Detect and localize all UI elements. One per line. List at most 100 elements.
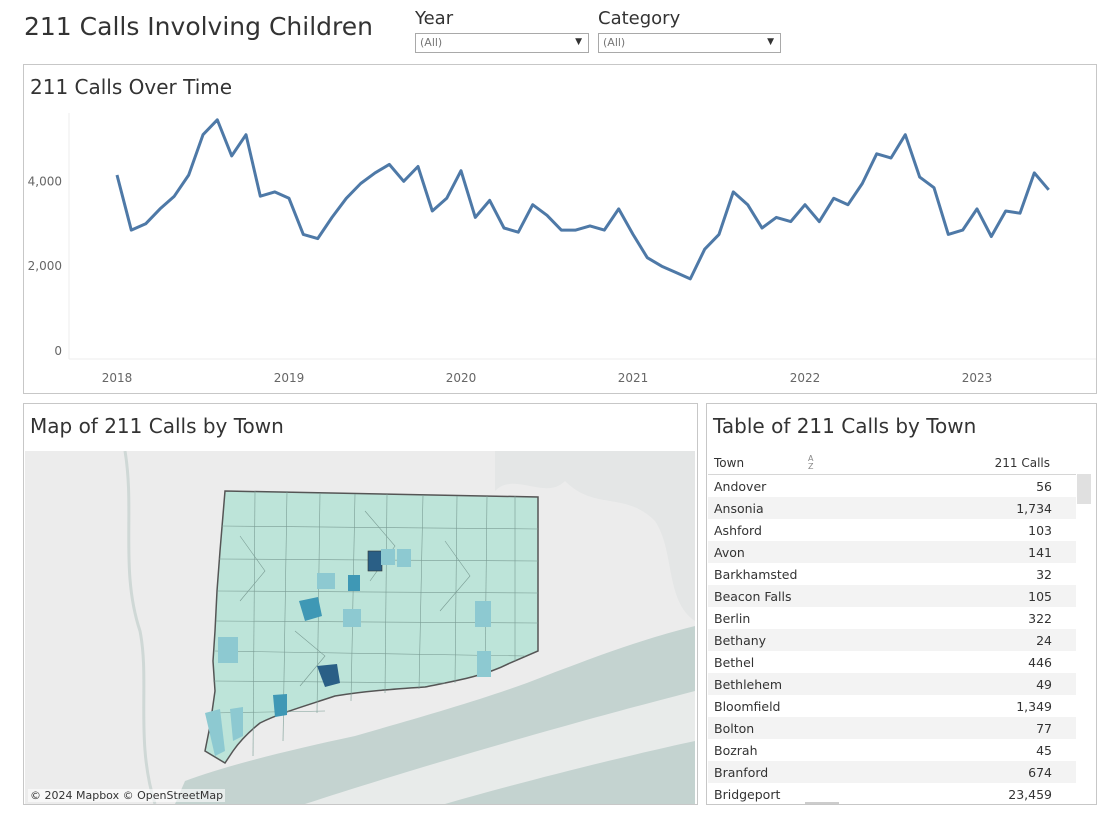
data-point[interactable]: [945, 231, 951, 237]
data-point[interactable]: [931, 185, 937, 191]
column-header-calls[interactable]: 211 Calls: [994, 456, 1050, 470]
data-point[interactable]: [501, 225, 507, 231]
data-point[interactable]: [1003, 208, 1009, 214]
data-point[interactable]: [630, 231, 636, 237]
data-point[interactable]: [773, 214, 779, 220]
data-point[interactable]: [644, 255, 650, 261]
table-row[interactable]: Branford 674: [708, 761, 1076, 783]
data-point[interactable]: [601, 227, 607, 233]
data-point[interactable]: [659, 263, 665, 269]
data-point[interactable]: [458, 168, 464, 174]
data-point[interactable]: [587, 223, 593, 229]
data-point[interactable]: [831, 195, 837, 201]
data-point[interactable]: [200, 132, 206, 138]
data-point[interactable]: [128, 227, 134, 233]
data-point[interactable]: [960, 227, 966, 233]
table-row[interactable]: Berlin 322: [708, 607, 1076, 629]
data-point[interactable]: [315, 236, 321, 242]
data-point[interactable]: [415, 164, 421, 170]
line-chart[interactable]: 0 2,000 4,000 2018 2019 2020 2021 2022 2023: [24, 65, 1096, 393]
data-point[interactable]: [544, 212, 550, 218]
category-dropdown[interactable]: (All) ▼: [598, 33, 781, 53]
data-point[interactable]: [788, 219, 794, 225]
data-point[interactable]: [429, 208, 435, 214]
table-row[interactable]: Andover 56: [708, 475, 1076, 497]
town-cell: Andover: [714, 479, 767, 494]
data-point[interactable]: [1017, 210, 1023, 216]
data-point[interactable]: [917, 174, 923, 180]
data-point[interactable]: [616, 206, 622, 212]
data-point[interactable]: [487, 197, 493, 203]
table-row[interactable]: Beacon Falls 105: [708, 585, 1076, 607]
data-point[interactable]: [702, 246, 708, 252]
data-point[interactable]: [673, 270, 679, 276]
table-row[interactable]: Ashford 103: [708, 519, 1076, 541]
data-point[interactable]: [874, 151, 880, 157]
data-point[interactable]: [515, 229, 521, 235]
data-point[interactable]: [472, 214, 478, 220]
data-point[interactable]: [859, 180, 865, 186]
year-dropdown[interactable]: (All) ▼: [415, 33, 589, 53]
data-point[interactable]: [214, 117, 220, 123]
data-point[interactable]: [1031, 170, 1037, 176]
table-row[interactable]: Bethel 446: [708, 651, 1076, 673]
data-point[interactable]: [530, 202, 536, 208]
category-filter-label: Category: [598, 8, 681, 29]
data-point[interactable]: [114, 172, 120, 178]
table-row[interactable]: Bolton 77: [708, 717, 1076, 739]
data-point[interactable]: [157, 206, 163, 212]
table-row[interactable]: Bethany 24: [708, 629, 1076, 651]
data-point[interactable]: [272, 189, 278, 195]
data-point[interactable]: [401, 178, 407, 184]
data-point[interactable]: [386, 161, 392, 167]
column-header-town[interactable]: Town: [714, 456, 745, 470]
chart-title: 211 Calls Over Time: [30, 75, 233, 99]
town-cell: Barkhamsted: [714, 567, 798, 582]
town-cell: Bridgeport: [714, 787, 781, 802]
town-map[interactable]: © 2024 Mapbox © OpenStreetMap: [25, 451, 695, 804]
vertical-scrollbar[interactable]: [1077, 474, 1091, 504]
data-point[interactable]: [988, 233, 994, 239]
data-point[interactable]: [343, 195, 349, 201]
data-point[interactable]: [257, 193, 263, 199]
horizontal-scrollbar[interactable]: [805, 802, 839, 804]
data-point[interactable]: [300, 231, 306, 237]
data-point[interactable]: [573, 227, 579, 233]
table-row[interactable]: Bethlehem 49: [708, 673, 1076, 695]
table-row[interactable]: Avon 141: [708, 541, 1076, 563]
data-point[interactable]: [243, 132, 249, 138]
data-point[interactable]: [143, 221, 149, 227]
data-point[interactable]: [888, 155, 894, 161]
table-row[interactable]: Ansonia 1,734: [708, 497, 1076, 519]
data-point[interactable]: [745, 202, 751, 208]
data-point[interactable]: [186, 172, 192, 178]
data-point[interactable]: [816, 219, 822, 225]
data-point[interactable]: [845, 202, 851, 208]
data-point[interactable]: [974, 206, 980, 212]
data-point[interactable]: [759, 225, 765, 231]
data-point[interactable]: [358, 180, 364, 186]
data-point[interactable]: [802, 202, 808, 208]
series-line[interactable]: [115, 118, 1050, 281]
map-attribution[interactable]: © 2024 Mapbox © OpenStreetMap: [28, 789, 226, 802]
data-point[interactable]: [716, 231, 722, 237]
data-point[interactable]: [171, 193, 177, 199]
data-point[interactable]: [730, 189, 736, 195]
table-row[interactable]: Barkhamsted 32: [708, 563, 1076, 585]
town-new-haven: [317, 664, 340, 687]
table-row[interactable]: Bridgeport 23,459: [708, 783, 1076, 803]
data-point[interactable]: [329, 214, 335, 220]
data-point[interactable]: [1046, 187, 1052, 193]
data-point[interactable]: [902, 132, 908, 138]
data-point[interactable]: [372, 170, 378, 176]
table-row[interactable]: Bozrah 45: [708, 739, 1076, 761]
table-row[interactable]: Bloomfield 1,349: [708, 695, 1076, 717]
calls-cell: 45: [1036, 743, 1052, 758]
data-point[interactable]: [229, 153, 235, 159]
data-point[interactable]: [286, 195, 292, 201]
data-point[interactable]: [687, 276, 693, 282]
data-point[interactable]: [444, 195, 450, 201]
data-point[interactable]: [558, 227, 564, 233]
